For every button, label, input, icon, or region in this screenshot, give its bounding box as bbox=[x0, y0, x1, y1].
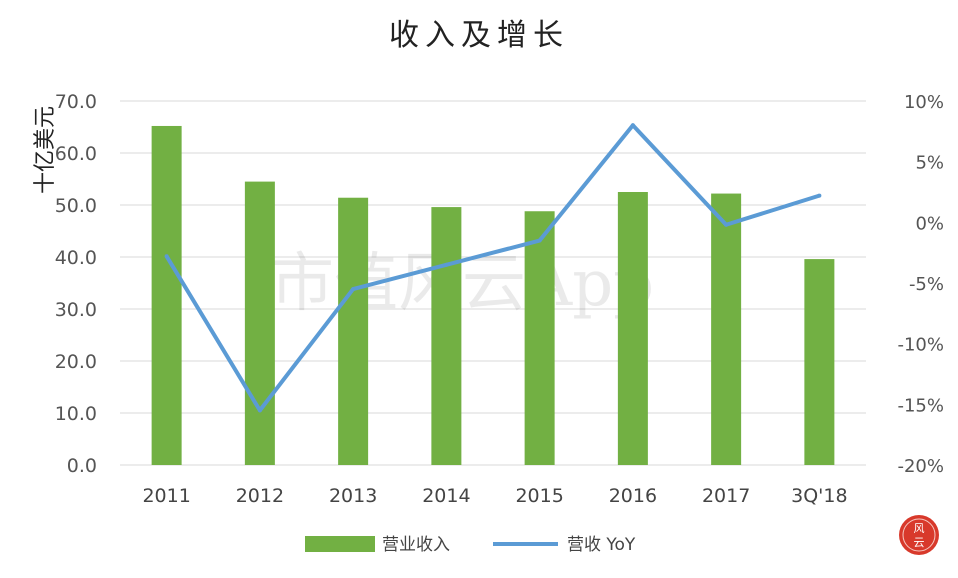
revenue-bar bbox=[151, 125, 182, 466]
y-tick-label: 60.0 bbox=[55, 143, 97, 165]
x-axis-ticks: 2011 2012 2013 2014 2015 2016 2017 3Q'18 bbox=[142, 485, 847, 507]
y2-tick-label: 0% bbox=[915, 213, 944, 234]
y2-tick-label: -5% bbox=[909, 274, 944, 295]
y2-tick-label: 10% bbox=[904, 92, 944, 113]
y-tick-label: 20.0 bbox=[55, 351, 97, 373]
yoy-point bbox=[817, 193, 822, 198]
y-tick-label: 40.0 bbox=[55, 247, 97, 269]
y-tick-label: 50.0 bbox=[55, 195, 97, 217]
y2-tick-label: -15% bbox=[897, 395, 944, 416]
x-tick-label: 2013 bbox=[329, 485, 377, 507]
yoy-point bbox=[537, 238, 542, 243]
revenue-bar bbox=[617, 192, 648, 465]
yoy-line-path bbox=[164, 123, 820, 413]
x-tick-label: 3Q'18 bbox=[791, 485, 847, 507]
x-tick-label: 2017 bbox=[702, 485, 750, 507]
y-axis-label: 十亿美元 bbox=[33, 106, 58, 194]
yoy-line bbox=[164, 123, 822, 413]
revenue-bar bbox=[524, 211, 555, 465]
yoy-point bbox=[444, 262, 449, 267]
revenue-bar bbox=[244, 181, 275, 465]
yoy-point bbox=[351, 287, 356, 292]
revenue-bars bbox=[151, 125, 835, 466]
revenue-bar bbox=[431, 207, 462, 465]
x-tick-label: 2014 bbox=[422, 485, 470, 507]
yoy-point bbox=[724, 222, 729, 227]
legend-swatch-revenue bbox=[305, 536, 375, 552]
y-tick-label: 30.0 bbox=[55, 299, 97, 321]
watermark-text: 市值风云App bbox=[270, 247, 654, 321]
y-tick-label: 10.0 bbox=[55, 403, 97, 425]
legend: 营业收入 营收 YoY bbox=[305, 535, 636, 555]
y-tick-label: 70.0 bbox=[55, 91, 97, 113]
y2-axis-ticks: 10% 5% 0% -5% -10% -15% -20% bbox=[897, 92, 944, 477]
legend-label-revenue: 营业收入 bbox=[382, 535, 450, 555]
y2-tick-label: -20% bbox=[897, 456, 944, 477]
gridlines bbox=[120, 100, 866, 466]
legend-label-yoy: 营收 YoY bbox=[567, 535, 636, 555]
yoy-point bbox=[164, 254, 169, 259]
svg-text:风: 风 bbox=[914, 522, 925, 535]
x-tick-label: 2011 bbox=[142, 485, 190, 507]
y2-tick-label: 5% bbox=[915, 153, 944, 174]
yoy-point bbox=[257, 408, 262, 413]
fengyun-seal-icon: 风 云 bbox=[899, 515, 939, 555]
chart-title: 收入及增长 bbox=[389, 18, 569, 53]
yoy-point bbox=[630, 123, 635, 128]
x-tick-label: 2015 bbox=[515, 485, 563, 507]
revenue-bar bbox=[804, 259, 835, 465]
y2-tick-label: -10% bbox=[897, 335, 944, 356]
revenue-bar bbox=[338, 197, 369, 465]
svg-text:云: 云 bbox=[914, 536, 925, 549]
y-axis-ticks: 70.0 60.0 50.0 40.0 30.0 20.0 10.0 0.0 bbox=[55, 91, 97, 477]
x-tick-label: 2016 bbox=[609, 485, 657, 507]
x-tick-label: 2012 bbox=[236, 485, 284, 507]
revenue-bar bbox=[711, 193, 742, 465]
y-tick-label: 0.0 bbox=[67, 455, 97, 477]
